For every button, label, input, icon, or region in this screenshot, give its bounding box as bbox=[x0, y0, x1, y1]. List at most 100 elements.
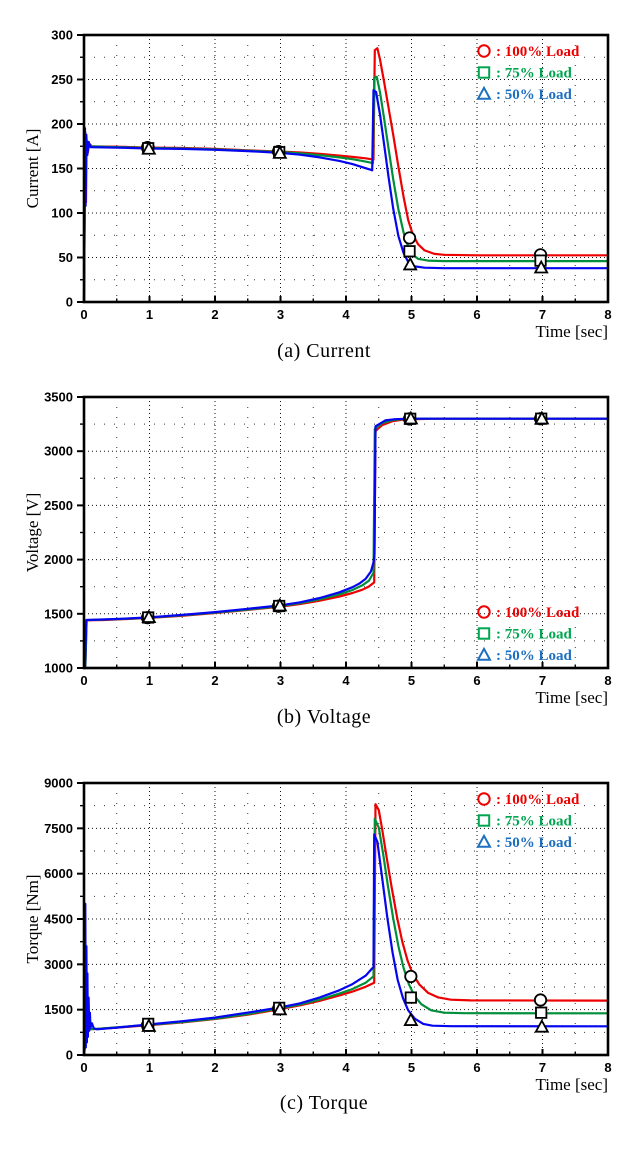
axis-ticks bbox=[77, 396, 609, 669]
y-tick-label: 100 bbox=[51, 206, 73, 221]
caption-torque: (c) Torque bbox=[279, 1092, 369, 1114]
y-tick-label: 200 bbox=[51, 117, 73, 132]
legend-label-75-load: : 75% Load bbox=[496, 627, 573, 643]
x-tick-label: 6 bbox=[473, 1060, 480, 1075]
x-tick-label: 5 bbox=[408, 1060, 415, 1075]
axis-ticks bbox=[77, 34, 609, 303]
x-tick-label: 2 bbox=[211, 1060, 218, 1075]
series-markers bbox=[140, 969, 550, 1033]
series-line-50-load bbox=[82, 89, 610, 304]
legend-label-50-load: : 50% Load bbox=[496, 835, 573, 851]
square-marker bbox=[477, 66, 491, 79]
legend: : 100% Load: 75% Load: 50% Load bbox=[476, 605, 580, 664]
y-tick-label: 3000 bbox=[44, 957, 73, 972]
grid bbox=[84, 783, 608, 1055]
series-markers bbox=[140, 140, 549, 274]
chart-current: 0 50 100 150 200 250 300 0 1 2 3 4 5 6 7 8 Time [sec] Cur… bbox=[0, 0, 637, 375]
tick-labels: 0 50 100 150 200 250 300 0 1 2 3 4 5 6 7 8 bbox=[51, 28, 611, 323]
x-tick-label: 7 bbox=[539, 307, 546, 322]
legend-label-50-load: : 50% Load bbox=[496, 648, 573, 664]
x-tick-label: 3 bbox=[277, 1060, 284, 1075]
x-tick-label: 8 bbox=[604, 307, 611, 322]
x-tick-label: 3 bbox=[277, 307, 284, 322]
circle-marker bbox=[477, 44, 491, 58]
triangle-marker bbox=[534, 1018, 550, 1033]
chart-voltage: 1000 1500 2000 2500 3000 3500 0 1 2 3 4 5 6 7 8 Time [s… bbox=[0, 375, 637, 760]
x-tick-label: 8 bbox=[604, 673, 611, 688]
legend-label-75-load: : 75% Load bbox=[496, 66, 573, 82]
triangle-marker bbox=[476, 833, 492, 848]
y-tick-label: 50 bbox=[59, 250, 73, 265]
y-tick-label: 9000 bbox=[44, 776, 73, 791]
square-marker bbox=[404, 991, 417, 1004]
chart-torque: 0 1500 3000 4500 6000 7500 9000 0 1 2 3 4 5 6 7 8 Time [… bbox=[0, 760, 637, 1162]
legend: : 100% Load: 75% Load: 50% Load bbox=[476, 792, 580, 851]
y-tick-label: 1500 bbox=[44, 606, 73, 621]
triangle-marker bbox=[533, 259, 549, 274]
legend-label-50-load: : 50% Load bbox=[496, 87, 573, 103]
square-marker bbox=[477, 627, 491, 640]
x-tick-label: 1 bbox=[146, 673, 153, 688]
triangle-marker bbox=[272, 1001, 288, 1016]
circle-marker bbox=[477, 792, 491, 806]
y-tick-label: 300 bbox=[51, 28, 73, 43]
caption-voltage: (b) Voltage bbox=[276, 706, 372, 728]
y-tick-label: 6000 bbox=[44, 866, 73, 881]
legend-label-100-load: : 100% Load bbox=[496, 44, 580, 60]
y-tick-label: 4500 bbox=[44, 912, 73, 927]
y-tick-label: 250 bbox=[51, 72, 73, 87]
x-axis-title: Time [sec] bbox=[535, 688, 608, 707]
y-tick-label: 2000 bbox=[44, 552, 73, 567]
circle-marker bbox=[477, 605, 491, 619]
y-tick-label: 3000 bbox=[44, 444, 73, 459]
triangle-marker bbox=[476, 85, 492, 100]
y-tick-label: 2500 bbox=[44, 498, 73, 513]
triangle-marker bbox=[272, 145, 288, 159]
y-tick-label: 3500 bbox=[44, 390, 73, 405]
x-tick-label: 1 bbox=[146, 307, 153, 322]
tick-labels: 1000 1500 2000 2500 3000 3500 0 1 2 3 4 5 6 7 8 bbox=[44, 390, 612, 689]
y-tick-label: 150 bbox=[51, 161, 73, 176]
y-axis-title: Voltage [V] bbox=[23, 493, 42, 572]
x-tick-label: 6 bbox=[473, 307, 480, 322]
x-tick-label: 5 bbox=[408, 673, 415, 688]
x-tick-label: 0 bbox=[80, 1060, 87, 1075]
grid bbox=[84, 397, 608, 668]
circle-marker bbox=[402, 231, 417, 245]
series-markers bbox=[140, 410, 550, 625]
x-tick-label: 7 bbox=[539, 673, 546, 688]
triangle-marker bbox=[141, 609, 157, 623]
x-tick-label: 1 bbox=[146, 1060, 153, 1075]
series-line-50-load bbox=[82, 833, 610, 1057]
x-tick-label: 4 bbox=[342, 673, 350, 688]
x-tick-label: 0 bbox=[80, 307, 87, 322]
square-marker bbox=[477, 814, 491, 827]
circle-marker bbox=[404, 969, 418, 984]
triangle-marker bbox=[403, 410, 419, 425]
legend: : 100% Load : 75% Load : 50% Load bbox=[476, 44, 580, 103]
axis-ticks bbox=[77, 782, 609, 1056]
caption-current: (a) Current bbox=[277, 340, 371, 362]
y-tick-label: 7500 bbox=[44, 821, 73, 836]
grid bbox=[84, 35, 608, 302]
triangle-marker bbox=[272, 597, 288, 612]
y-axis-title: Torque [Nm] bbox=[23, 875, 42, 964]
square-marker bbox=[403, 245, 416, 258]
triangle-marker bbox=[534, 410, 550, 425]
square-marker bbox=[535, 1006, 548, 1019]
y-axis-title: Current [A] bbox=[23, 129, 42, 209]
y-tick-label: 0 bbox=[66, 1048, 73, 1063]
legend-label-100-load: : 100% Load bbox=[496, 792, 580, 808]
triangle-marker bbox=[141, 140, 157, 155]
x-tick-label: 7 bbox=[539, 1060, 546, 1075]
triangle-marker bbox=[476, 646, 492, 661]
x-tick-label: 8 bbox=[604, 1060, 611, 1075]
x-tick-label: 2 bbox=[211, 307, 218, 322]
x-tick-label: 3 bbox=[277, 673, 284, 688]
x-tick-label: 5 bbox=[408, 307, 415, 322]
tick-labels: 0 1500 3000 4500 6000 7500 9000 0 1 2 3 4 5 6 7 8 bbox=[44, 776, 612, 1076]
y-tick-label: 1000 bbox=[44, 661, 73, 676]
